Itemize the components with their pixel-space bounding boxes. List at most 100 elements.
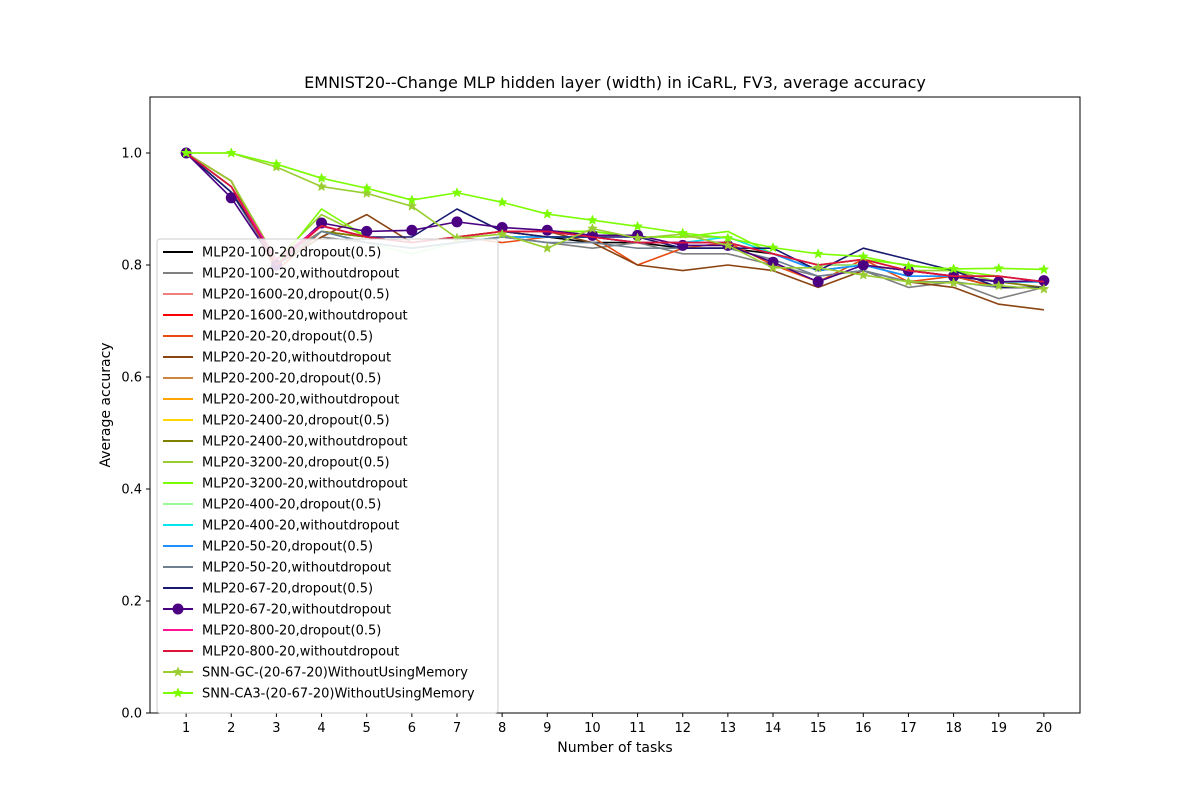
legend-marker [172, 666, 184, 677]
x-tick-label: 8 [498, 721, 506, 736]
x-tick-label: 16 [855, 721, 872, 736]
data-point [632, 220, 643, 231]
data-point [587, 222, 598, 234]
data-point [857, 250, 869, 262]
legend-item: MLP20-200-20,withoutdropout [163, 393, 399, 408]
series-21 [180, 147, 1050, 275]
data-point [1038, 283, 1050, 294]
y-tick-label: 0.4 [121, 483, 142, 498]
data-point [812, 262, 824, 273]
data-point [993, 262, 1005, 273]
data-point [316, 172, 327, 183]
plot-area: 1 2 3 4 5 6 7 8 9 10 11 12 13 14 15 16 17 18 19 20 0.00.20.… [121, 96, 1081, 736]
x-axis-title: Number of tasks [557, 740, 672, 756]
legend-label: MLP20-800-20,dropout(0.5) [202, 624, 381, 639]
data-point [271, 158, 282, 169]
legend-item: MLP20-200-20,dropout(0.5) [163, 372, 381, 387]
legend-item: MLP20-50-20,dropout(0.5) [163, 540, 373, 555]
legend-marker [172, 687, 184, 698]
legend-label: MLP20-2400-20,dropout(0.5) [202, 414, 390, 429]
data-point [812, 276, 824, 288]
data-point [316, 217, 328, 229]
legend: MLP20-100-20,dropout(0.5) MLP20-100-20,wi… [156, 238, 499, 714]
data-point [903, 276, 914, 287]
data-point [632, 232, 643, 243]
y-tick-label: 0.8 [121, 259, 142, 274]
legend-label: MLP20-200-20,withoutdropout [202, 393, 399, 408]
legend-item: SNN-CA3-(20-67-20)WithoutUsingMemory [163, 687, 475, 702]
legend-label: MLP20-1600-20,dropout(0.5) [202, 288, 390, 303]
legend-label: MLP20-2400-20,withoutdropout [202, 435, 408, 450]
legend-label: MLP20-20-20,dropout(0.5) [202, 330, 373, 345]
legend-item: MLP20-100-20,dropout(0.5) [163, 246, 381, 261]
series-layer [180, 147, 1050, 311]
data-point [406, 224, 418, 236]
x-tick-label: 14 [765, 721, 782, 736]
series-line [185, 152, 1044, 283]
data-point [677, 227, 689, 238]
legend-marker [172, 603, 184, 615]
legend-item: MLP20-3200-20,withoutdropout [163, 477, 408, 492]
data-point [225, 192, 237, 204]
x-axis: 1 2 3 4 5 6 7 8 9 10 11 12 13 14 15 16 17 18 19 20 [182, 713, 1052, 736]
data-point [406, 200, 418, 211]
legend-label: MLP20-67-20,dropout(0.5) [202, 582, 373, 597]
x-tick-label: 20 [1036, 721, 1053, 736]
legend-box [156, 238, 499, 714]
data-point [361, 187, 373, 198]
x-tick-label: 7 [453, 721, 461, 736]
legend-item: SNN-GC-(20-67-20)WithoutUsingMemory [163, 666, 468, 681]
legend-label: MLP20-200-20,dropout(0.5) [202, 372, 381, 387]
y-tick-label: 0.2 [121, 595, 142, 610]
legend-label: MLP20-3200-20,withoutdropout [202, 477, 408, 492]
x-tick-label: 2 [227, 721, 235, 736]
data-point [903, 260, 914, 271]
chart-title: EMNIST20--Change MLP hidden layer (width… [304, 73, 926, 92]
legend-label: MLP20-3200-20,dropout(0.5) [202, 456, 390, 471]
data-point [812, 248, 824, 259]
x-tick-label: 12 [674, 721, 691, 736]
legend-item: MLP20-1600-20,dropout(0.5) [163, 288, 390, 303]
legend-item: MLP20-400-20,dropout(0.5) [163, 498, 381, 513]
y-tick-label: 0.6 [121, 371, 142, 386]
data-point [586, 229, 598, 241]
x-tick-label: 1 [182, 721, 190, 736]
data-point [361, 182, 373, 193]
x-tick-label: 13 [720, 721, 737, 736]
data-point [541, 208, 553, 219]
y-tick-label: 1.0 [121, 147, 142, 162]
legend-item: MLP20-67-20,dropout(0.5) [163, 582, 373, 597]
legend-item: MLP20-20-20,dropout(0.5) [163, 330, 373, 345]
legend-label: MLP20-800-20,withoutdropout [202, 645, 399, 660]
legend-label: MLP20-100-20,withoutdropout [202, 267, 399, 282]
data-point [496, 196, 508, 207]
data-point [948, 263, 959, 274]
legend-item: MLP20-2400-20,dropout(0.5) [163, 414, 390, 429]
x-tick-label: 19 [990, 721, 1007, 736]
data-point [722, 232, 734, 243]
x-tick-label: 11 [629, 721, 646, 736]
legend-label: MLP20-20-20,withoutdropout [202, 351, 391, 366]
data-point [587, 214, 598, 225]
legend-label: MLP20-100-20,dropout(0.5) [202, 246, 381, 261]
series-19 [185, 152, 1044, 283]
y-axis: 0.0 0.2 0.4 0.6 0.8 1.0 [121, 147, 150, 722]
x-tick-label: 15 [810, 721, 827, 736]
data-point [767, 262, 779, 273]
legend-item: MLP20-100-20,withoutdropout [163, 267, 399, 282]
data-point [451, 216, 463, 228]
legend-label: MLP20-50-20,withoutdropout [202, 561, 391, 576]
legend-item: MLP20-800-20,dropout(0.5) [163, 624, 381, 639]
x-tick-label: 3 [272, 721, 280, 736]
data-point [316, 180, 327, 192]
data-point [361, 225, 373, 237]
data-point [451, 187, 463, 198]
legend-label: SNN-CA3-(20-67-20)WithoutUsingMemory [202, 687, 475, 702]
legend-item: MLP20-20-20,withoutdropout [163, 351, 391, 366]
legend-item: MLP20-50-20,withoutdropout [163, 561, 391, 576]
legend-label: SNN-GC-(20-67-20)WithoutUsingMemory [202, 666, 468, 681]
legend-label: MLP20-67-20,withoutdropout [202, 603, 391, 618]
data-point [767, 241, 779, 253]
x-tick-label: 17 [900, 721, 917, 736]
